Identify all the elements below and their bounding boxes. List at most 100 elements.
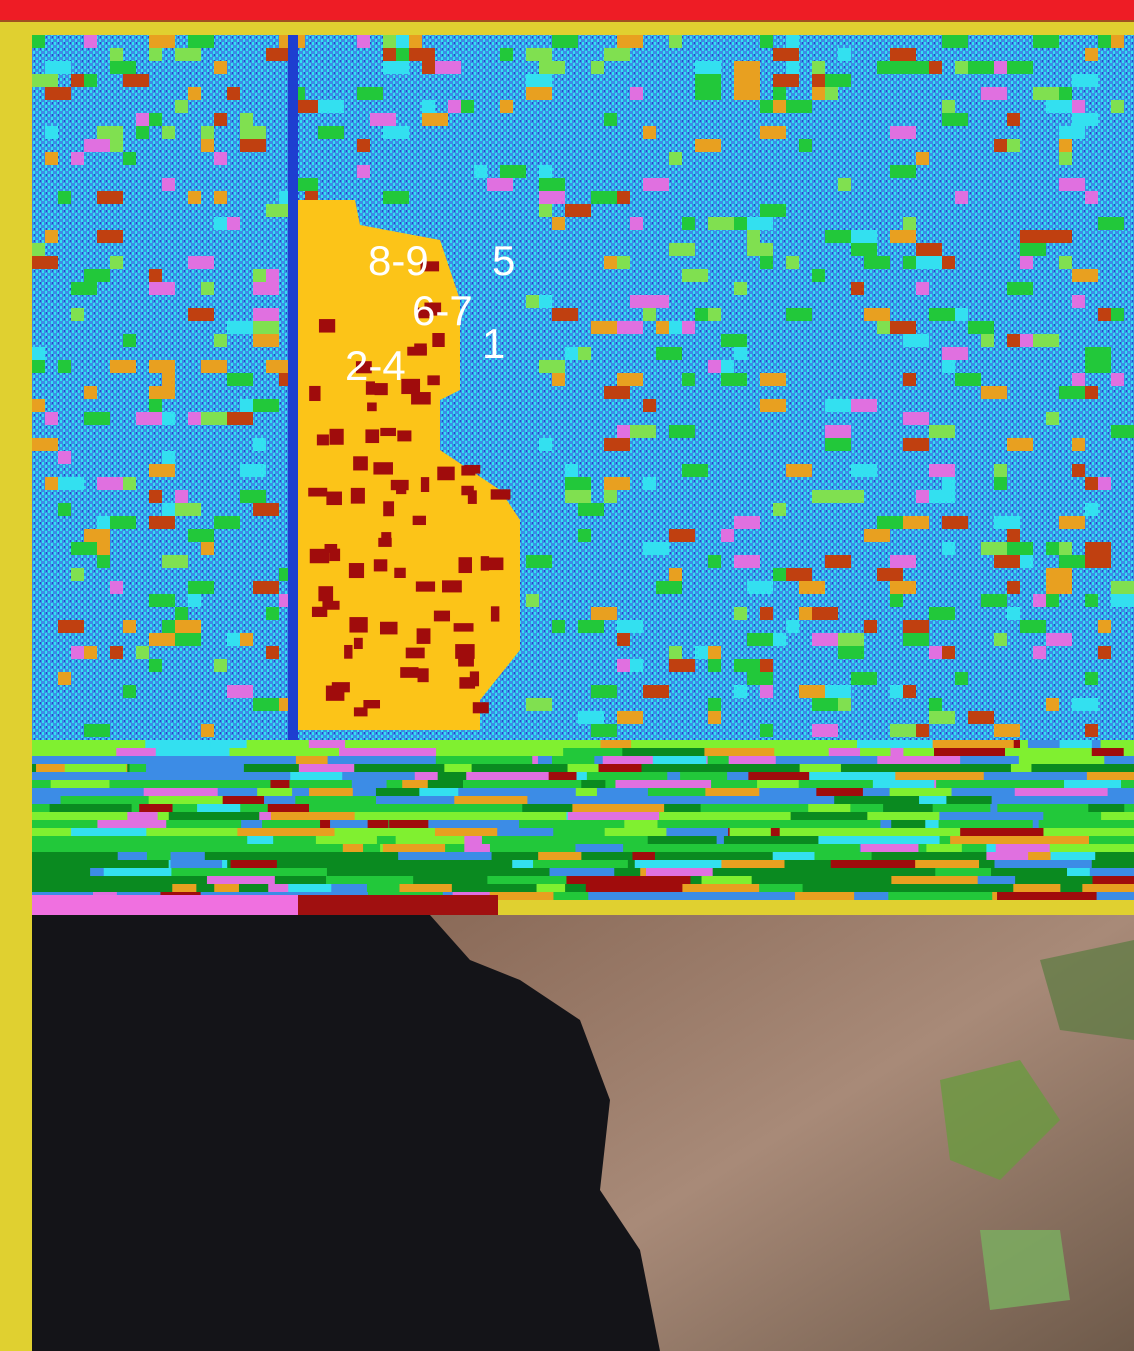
class-patch [773, 87, 786, 100]
class-patch [110, 256, 123, 269]
band-patch [1088, 836, 1124, 844]
band-patch [1022, 876, 1093, 884]
class-patch [994, 724, 1020, 737]
band-patch [171, 868, 251, 876]
band-patch [581, 780, 606, 788]
band-patch [585, 884, 683, 892]
class-patch [1033, 646, 1046, 659]
class-patch [1111, 594, 1134, 607]
class-patch [604, 490, 617, 503]
class-patch [1059, 87, 1072, 100]
class-patch [877, 61, 903, 74]
class-patch [929, 308, 955, 321]
band-patch [799, 764, 841, 772]
zone-dot [373, 462, 393, 475]
band-patch [536, 884, 566, 892]
band-patch [830, 860, 916, 868]
class-patch [1059, 178, 1085, 191]
class-patch [955, 373, 981, 386]
class-patch [994, 633, 1007, 646]
class-patch [903, 334, 929, 347]
class-patch [786, 568, 812, 581]
class-patch [1072, 295, 1085, 308]
class-patch [32, 399, 45, 412]
class-patch [630, 217, 643, 230]
class-patch [188, 529, 214, 542]
class-patch [994, 477, 1007, 490]
class-patch [786, 35, 799, 48]
class-patch [708, 555, 721, 568]
band-patch [548, 772, 621, 780]
class-patch [1046, 568, 1072, 581]
zone-dot [348, 563, 365, 579]
class-patch [1033, 87, 1059, 100]
class-patch [383, 35, 396, 48]
band-patch [510, 876, 552, 884]
class-patch [942, 113, 968, 126]
class-patch [942, 100, 955, 113]
class-patch [838, 48, 851, 61]
zone-dot [490, 489, 511, 500]
class-patch [617, 425, 630, 438]
class-patch [1046, 412, 1059, 425]
class-patch [1046, 633, 1072, 646]
class-patch [734, 74, 760, 87]
zone-label: 8-9 [368, 237, 429, 284]
band-stripe [32, 836, 1134, 844]
class-patch [110, 581, 123, 594]
band-patch [197, 780, 271, 788]
class-patch [604, 113, 617, 126]
class-patch [929, 607, 955, 620]
band-patch [860, 748, 891, 756]
class-patch [149, 399, 162, 412]
class-patch [981, 542, 1007, 555]
class-patch [500, 100, 513, 113]
class-patch [734, 282, 747, 295]
class-patch [773, 48, 799, 61]
class-patch [734, 685, 747, 698]
class-patch [552, 620, 565, 633]
band-patch [647, 788, 706, 796]
class-patch [97, 542, 110, 555]
band-patch [590, 876, 691, 884]
class-patch [747, 230, 760, 243]
class-patch [1059, 516, 1085, 529]
class-patch [851, 399, 877, 412]
band-patch [747, 844, 837, 852]
band-patch [190, 820, 242, 828]
class-patch [123, 334, 136, 347]
class-patch [773, 503, 786, 516]
class-patch [864, 620, 877, 633]
band-patch [390, 884, 452, 892]
band-patch [449, 764, 515, 772]
band-patch [834, 796, 929, 804]
band-patch [295, 756, 328, 764]
class-patch [149, 659, 162, 672]
band-patch [206, 876, 275, 884]
class-patch [617, 191, 630, 204]
class-patch [175, 100, 188, 113]
class-patch [942, 477, 955, 490]
band-patch [235, 860, 319, 868]
class-patch [760, 35, 773, 48]
zone-dot [324, 543, 338, 553]
class-patch [734, 659, 760, 672]
class-patch [981, 594, 1007, 607]
class-patch [539, 360, 565, 373]
class-patch [84, 74, 97, 87]
class-patch [994, 139, 1007, 152]
vegetation [940, 1060, 1060, 1180]
band-patch [857, 740, 937, 748]
class-patch [916, 724, 929, 737]
class-patch [1085, 360, 1111, 373]
class-patch [669, 646, 682, 659]
band-patch [944, 804, 991, 812]
class-patch [994, 516, 1020, 529]
class-patch [175, 607, 188, 620]
class-patch [682, 269, 708, 282]
class-patch [864, 308, 890, 321]
class-patch [1033, 334, 1059, 347]
band-patch [877, 756, 961, 764]
